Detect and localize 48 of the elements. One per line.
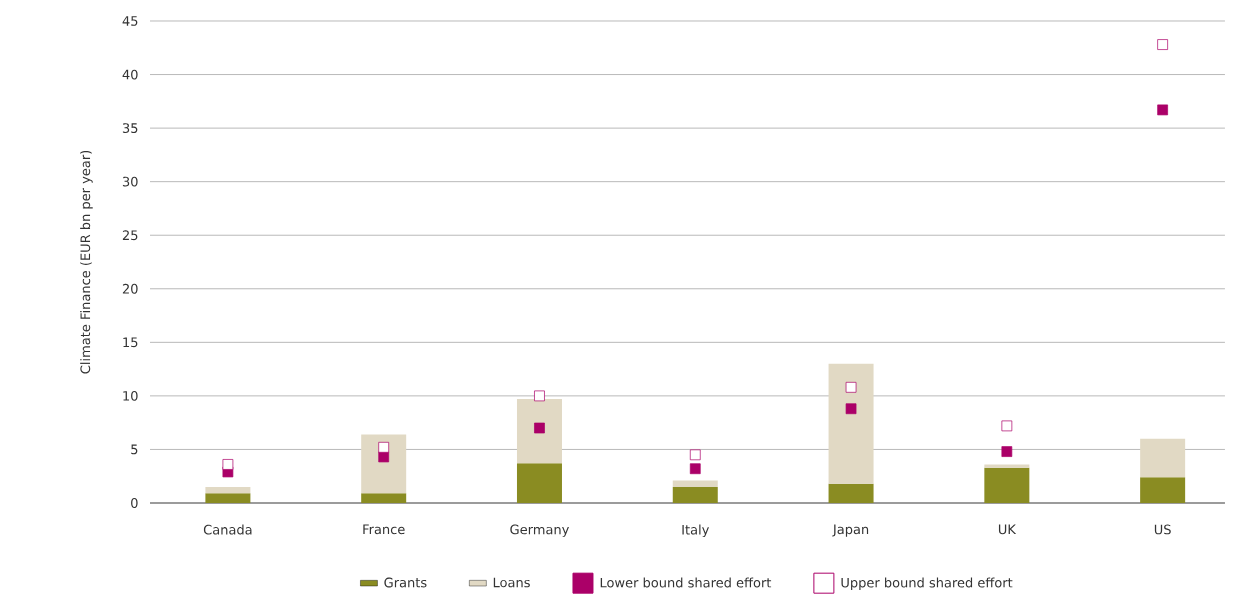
point [222, 459, 234, 470]
bar [361, 493, 407, 503]
y-tick-label: 15 [123, 337, 138, 348]
bar [984, 464, 1030, 468]
point [1001, 446, 1013, 457]
y-tick-label: 35 [122, 123, 138, 134]
point [378, 451, 390, 463]
point [845, 403, 857, 415]
bar [984, 467, 1030, 503]
x-tick-label: Japan [832, 524, 869, 537]
y-tick-label: 5 [131, 444, 138, 455]
bar [516, 399, 562, 464]
y-tick-label: 10 [123, 390, 138, 401]
point [845, 381, 857, 393]
y-tick-label: 20 [122, 283, 138, 294]
bar [205, 493, 251, 503]
x-tick-label: France [363, 524, 405, 535]
legend-label: Upper bound shared effort [841, 577, 1013, 591]
point [1157, 104, 1168, 116]
legend-label: Lower bound shared effort [600, 577, 772, 588]
point [1001, 420, 1013, 432]
y-tick-label: 0 [131, 498, 138, 508]
point [534, 422, 545, 434]
y-tick-label: 25 [122, 230, 138, 241]
point [689, 449, 701, 461]
legend-label: Loans [493, 577, 530, 588]
x-tick-label: Germany [510, 524, 569, 537]
x-tick-label: UK [998, 524, 1017, 535]
y-tick-label: 45 [122, 16, 138, 26]
bar [672, 486, 718, 503]
y-tick-label: 30 [122, 176, 138, 187]
legend-label: Grants [384, 577, 427, 588]
x-tick-label: US [1154, 524, 1171, 535]
bar [1140, 477, 1186, 503]
point [378, 441, 390, 453]
bar [205, 486, 251, 494]
bar [672, 480, 718, 487]
y-tick-label: 40 [122, 69, 138, 80]
bar [828, 483, 874, 503]
bar [828, 363, 874, 484]
bar [1140, 438, 1186, 478]
x-tick-label: Canada [203, 524, 252, 535]
y-axis-title: Climate Finance (EUR bn per year) [80, 150, 93, 374]
point [689, 463, 701, 475]
x-tick-label: Italy [682, 524, 709, 538]
point [534, 390, 545, 402]
bar [516, 463, 562, 503]
bar [361, 434, 407, 494]
